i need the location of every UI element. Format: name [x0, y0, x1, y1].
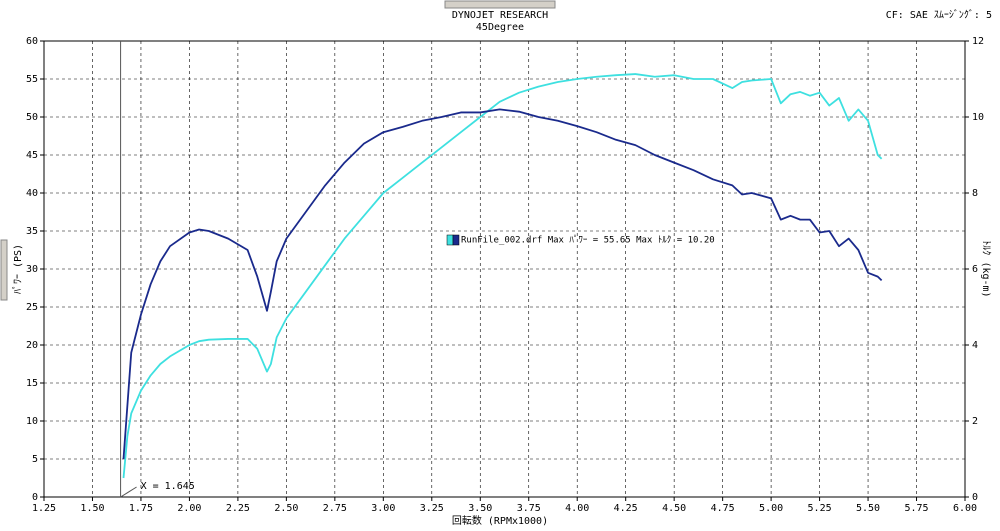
x-tick-label: 4.50 — [662, 503, 686, 514]
x-tick-label: 3.50 — [468, 503, 492, 514]
settings: CF: SAE ｽﾑｰｼﾞﾝｸﾞ: 5 — [886, 9, 992, 21]
y2-tick-label: 0 — [972, 492, 978, 503]
x-tick-label: 2.25 — [226, 503, 250, 514]
x-tick-label: 5.00 — [759, 503, 783, 514]
y2-tick-label: 6 — [972, 264, 978, 275]
x-tick-label: 2.50 — [274, 503, 298, 514]
series-line — [122, 73, 883, 479]
x-tick-label: 5.75 — [904, 503, 928, 514]
y-tick-label: 50 — [26, 112, 38, 123]
x-tick-label: 1.50 — [80, 503, 104, 514]
legend-swatch — [446, 234, 454, 246]
y2-tick-label: 8 — [972, 188, 978, 199]
y2-axis-label: ﾄﾙｸ (kg-m) — [980, 240, 992, 297]
y-tick-label: 55 — [26, 74, 38, 85]
top-handle[interactable] — [444, 0, 556, 9]
x-axis-label: 回転数 (RPMx1000) — [452, 514, 548, 527]
y-tick-label: 20 — [26, 340, 38, 351]
y-tick-label: 5 — [32, 454, 38, 465]
x-tick-label: 6.00 — [953, 503, 977, 514]
legend: RunFile_002.drf Max ﾊﾟﾜｰ = 55.65 Max ﾄﾙｸ… — [446, 234, 715, 246]
x-tick-label: 1.75 — [129, 503, 153, 514]
cursor-label: X = 1.645 — [141, 481, 195, 492]
y2-tick-label: 10 — [972, 112, 984, 123]
series-line — [122, 108, 883, 460]
legend-text: RunFile_002.drf Max ﾊﾟﾜｰ = 55.65 Max ﾄﾙｸ… — [461, 235, 715, 246]
left-handle[interactable] — [0, 239, 8, 301]
x-tick-label: 5.25 — [808, 503, 832, 514]
y2-tick-label: 12 — [972, 36, 984, 47]
cursor-pointer — [120, 486, 137, 498]
chart-subtitle: 45Degree — [476, 22, 524, 33]
y-tick-label: 10 — [26, 416, 38, 427]
x-tick-label: 4.00 — [565, 503, 589, 514]
y-tick-label: 40 — [26, 188, 38, 199]
chart-title: DYNOJET RESEARCH — [452, 10, 548, 21]
x-tick-label: 4.75 — [711, 503, 735, 514]
x-tick-label: 5.50 — [856, 503, 880, 514]
x-tick-label: 1.25 — [32, 503, 56, 514]
y-tick-label: 15 — [26, 378, 38, 389]
y-tick-label: 25 — [26, 302, 38, 313]
y-axis-label: ﾊﾟﾜｰ (PS) — [12, 244, 24, 294]
y-tick-label: 0 — [32, 492, 38, 503]
y-tick-label: 30 — [26, 264, 38, 275]
plot-area — [43, 40, 966, 498]
x-tick-label: 3.75 — [517, 503, 541, 514]
y-tick-label: 35 — [26, 226, 38, 237]
y-tick-label: 60 — [26, 36, 38, 47]
x-tick-label: 3.25 — [420, 503, 444, 514]
y2-tick-label: 2 — [972, 416, 978, 427]
y-tick-label: 45 — [26, 150, 38, 161]
legend-swatch — [452, 234, 460, 246]
x-tick-label: 2.75 — [323, 503, 347, 514]
x-tick-label: 3.00 — [371, 503, 395, 514]
x-tick-label: 2.00 — [177, 503, 201, 514]
x-tick-label: 4.25 — [614, 503, 638, 514]
y2-tick-label: 4 — [972, 340, 978, 351]
